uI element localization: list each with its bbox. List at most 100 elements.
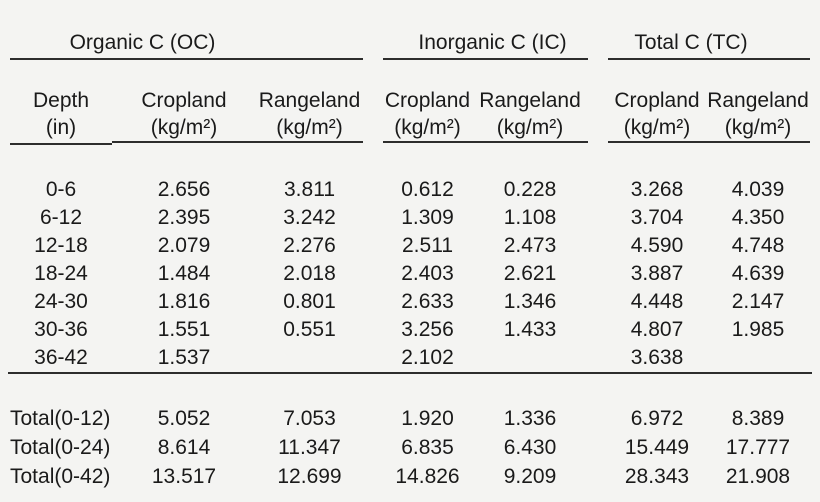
value-cell-oc-rangeland [256,344,363,372]
value-cell-tc-cropland: 4.448 [630,290,684,313]
value-cell-oc-cropland: 13.517 [151,465,217,488]
col-header-oc-cropland-unit: (kg/m²) [150,116,218,139]
value-cell-ic-rangeland: 1.336 [503,407,557,430]
value-cell-tc-cropland: 3.638 [630,346,684,369]
value-cell-tc-cropland: 3.887 [630,262,684,285]
col-header-oc-rangeland: Rangeland (kg/m²) [256,87,363,141]
col-header-tc-cropland-unit: (kg/m²) [623,116,691,139]
col-header-oc-cropland: Cropland (kg/m²) [112,87,256,141]
col-header-tc-cropland: Cropland (kg/m²) [608,87,706,141]
table-row-total-0-42: Total(0-42) 13.517 12.699 14.826 9.209 2… [10,462,810,491]
table-row-total-0-24: Total(0-24) 8.614 11.347 6.835 6.430 15.… [10,433,810,462]
col-header-tc-rangeland-unit: (kg/m²) [724,116,792,139]
value-cell-oc-cropland: 1.551 [157,318,211,341]
value-cell-oc-cropland: 2.079 [157,234,211,257]
table-row-12-18: 12-18 2.079 2.276 2.511 2.473 4.590 4.74… [10,232,810,260]
value-cell-oc-cropland: 1.484 [157,262,211,285]
value-cell-tc-rangeland: 8.389 [731,407,785,430]
group-header-organic-c-label: Organic C (OC) [69,31,216,54]
col-header-ic-cropland: Cropland (kg/m²) [383,87,472,141]
depth-cell: 30-36 [34,318,88,341]
value-cell-tc-cropland: 3.268 [630,178,684,201]
col-header-ic-rangeland: Rangeland (kg/m²) [472,87,588,141]
value-cell-ic-rangeland: 9.209 [503,465,557,488]
value-cell-oc-rangeland: 11.347 [278,436,341,459]
section-divider-rule [8,372,812,374]
col-header-pair-oc: Cropland (kg/m²) Rangeland (kg/m²) [112,60,363,143]
value-cell-tc-cropland: 4.590 [630,234,684,257]
col-header-depth-label: Depth [32,89,90,112]
value-cell-ic-rangeland [472,344,588,372]
value-cell-ic-rangeland: 1.346 [503,290,557,313]
value-cell-oc-rangeland: 12.699 [277,465,342,488]
value-cell-tc-cropland: 4.807 [630,318,684,341]
value-cell-oc-rangeland: 0.551 [283,318,336,341]
column-header-row: Depth (in) Cropland (kg/m²) Rangeland (k… [10,60,810,145]
depth-cell: 12-18 [34,234,88,257]
totals-section: Total(0-12) 5.052 7.053 1.920 1.336 6.97… [10,404,810,491]
depth-cell: 6-12 [39,206,83,229]
value-cell-oc-rangeland: 0.801 [283,290,336,313]
value-cell-ic-cropland: 1.920 [401,407,454,430]
value-cell-tc-rangeland [706,344,810,372]
value-cell-tc-rangeland: 4.350 [731,206,785,229]
col-header-pair-tc: Cropland (kg/m²) Rangeland (kg/m²) [608,60,810,143]
table-row-0-6: 0-6 2.656 3.811 0.612 0.228 3.268 4.039 [10,176,810,204]
col-header-oc-cropland-label: Cropland [141,89,227,112]
col-header-oc-rangeland-unit: (kg/m²) [276,116,343,139]
col-header-pair-ic: Cropland (kg/m²) Rangeland (kg/m²) [383,60,588,143]
total-label-cell: Total(0-12) [10,407,111,430]
col-header-ic-cropland-label: Cropland [384,89,471,112]
value-cell-ic-cropland: 2.633 [401,290,454,313]
value-cell-tc-cropland: 28.343 [624,465,690,488]
value-cell-oc-rangeland: 2.276 [283,234,336,257]
table-row-total-0-12: Total(0-12) 5.052 7.053 1.920 1.336 6.97… [10,404,810,433]
depth-cell: 24-30 [34,290,88,313]
table-row-18-24: 18-24 1.484 2.018 2.403 2.621 3.887 4.63… [10,260,810,288]
depth-cell: 18-24 [34,262,88,285]
value-cell-tc-cropland: 3.704 [630,206,684,229]
col-header-depth: Depth (in) [10,60,112,145]
value-cell-ic-rangeland: 2.621 [503,262,557,285]
value-cell-ic-cropland: 14.826 [395,465,460,488]
value-cell-ic-rangeland: 1.108 [503,206,557,229]
value-cell-tc-rangeland: 4.748 [731,234,785,257]
value-cell-tc-rangeland: 17.777 [725,436,791,459]
value-cell-tc-cropland: 15.449 [624,436,690,459]
depth-rows-section: 0-6 2.656 3.811 0.612 0.228 3.268 4.039 … [10,176,810,372]
value-cell-ic-cropland: 3.256 [401,318,454,341]
group-header-row: Organic C (OC) Inorganic C (IC) Total C … [10,0,810,60]
table-row-36-42: 36-42 1.537 2.102 3.638 [10,344,810,372]
value-cell-tc-cropland: 6.972 [630,407,684,430]
depth-cell: 36-42 [34,346,88,369]
value-cell-oc-cropland: 8.614 [157,436,211,459]
col-header-tc-rangeland-label: Rangeland [707,89,809,112]
col-header-oc-rangeland-label: Rangeland [258,89,361,112]
soil-carbon-table: Organic C (OC) Inorganic C (IC) Total C … [8,0,812,491]
value-cell-ic-cropland: 6.835 [401,436,454,459]
value-cell-ic-rangeland: 0.228 [503,178,557,201]
value-cell-tc-rangeland: 4.039 [731,178,785,201]
value-cell-ic-cropland: 1.309 [401,206,454,229]
col-header-ic-rangeland-label: Rangeland [479,89,581,112]
value-cell-ic-cropland: 0.612 [401,178,454,201]
table-row-30-36: 30-36 1.551 0.551 3.256 1.433 4.807 1.98… [10,316,810,344]
value-cell-oc-rangeland: 2.018 [283,262,336,285]
group-header-organic-c: Organic C (OC) [10,0,363,60]
total-label-cell: Total(0-42) [10,465,111,488]
value-cell-oc-rangeland: 3.811 [284,178,335,201]
value-cell-tc-rangeland: 2.147 [731,290,785,313]
value-cell-tc-rangeland: 1.985 [731,318,785,341]
table-row-24-30: 24-30 1.816 0.801 2.633 1.346 4.448 2.14… [10,288,810,316]
depth-cell: 0-6 [45,178,77,201]
value-cell-oc-cropland: 2.656 [157,178,211,201]
total-label-cell: Total(0-24) [10,436,111,459]
value-cell-tc-rangeland: 4.639 [731,262,785,285]
group-header-inorganic-c: Inorganic C (IC) [383,0,588,60]
value-cell-ic-rangeland: 2.473 [503,234,557,257]
value-cell-oc-cropland: 1.537 [157,346,211,369]
col-header-ic-rangeland-unit: (kg/m²) [496,116,564,139]
col-header-depth-unit: (in) [45,116,77,139]
value-cell-oc-rangeland: 7.053 [283,407,336,430]
group-header-total-c-label: Total C (TC) [634,31,748,54]
